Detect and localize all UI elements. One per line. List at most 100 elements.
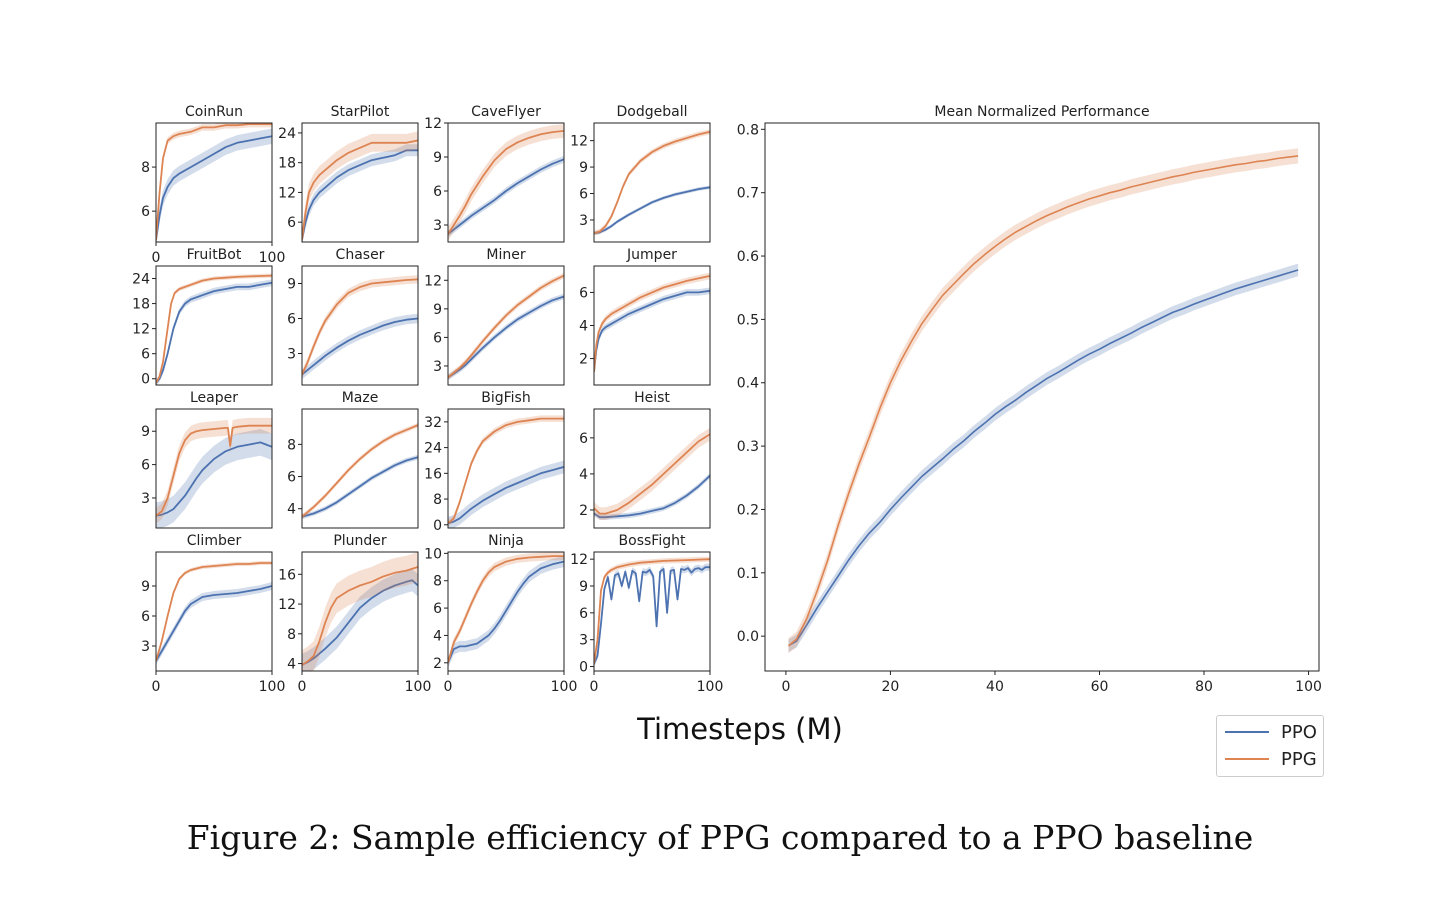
y-tick-label: 6 <box>433 601 442 617</box>
plot-frame <box>764 122 1320 672</box>
line-ppg <box>448 417 564 524</box>
chart-coinrun: CoinRun 6 8 0 100 <box>141 104 285 266</box>
series-ppo <box>302 454 418 520</box>
confidence-band-ppg <box>594 427 710 520</box>
y-tick-label: 3 <box>141 639 150 655</box>
y-tick-label: 4 <box>579 467 588 483</box>
y-tick-label: 3 <box>579 633 588 649</box>
x-tick-label: 80 <box>1195 679 1213 695</box>
plot-frame <box>155 122 273 243</box>
series-ppg <box>594 427 710 520</box>
chart-title: Miner <box>486 247 525 263</box>
confidence-band-ppg <box>448 124 564 241</box>
line-ppg <box>448 274 564 379</box>
line-ppg <box>594 558 710 664</box>
y-tick-label: 8 <box>287 627 296 643</box>
y-tick-label: 0.5 <box>737 312 759 328</box>
chart-climber: Climber 3 6 9 0 100 <box>141 533 285 695</box>
y-tick-label: 0 <box>433 518 442 534</box>
y-tick-label: 16 <box>278 567 296 583</box>
y-tick-label: 6 <box>433 330 442 346</box>
series-ppo <box>788 263 1299 652</box>
series-ppo <box>594 563 710 668</box>
chart-caveflyer: CaveFlyer 3 6 9 12 <box>424 104 565 243</box>
legend-label-ppg: PPG <box>1281 748 1317 770</box>
series-ppo <box>302 144 418 242</box>
line-ppg <box>302 566 418 666</box>
y-tick-label: 6 <box>287 312 296 328</box>
chart-title: Heist <box>634 390 670 406</box>
x-tick-label: 0 <box>781 679 790 695</box>
series-ppo <box>448 460 564 528</box>
y-tick-label: 24 <box>278 126 296 142</box>
chart-plunder: Plunder 4 8 12 16 0 100 <box>278 533 431 695</box>
x-tick-label: 0 <box>444 679 453 695</box>
y-tick-label: 0.2 <box>737 502 759 518</box>
chart-dodgeball: Dodgeball 3 6 9 12 <box>570 104 711 243</box>
chart-heist: Heist 2 4 6 <box>579 390 711 529</box>
series-ppg <box>156 561 272 663</box>
series-ppo <box>302 569 418 671</box>
y-tick-label: 6 <box>579 285 588 301</box>
y-tick-label: 9 <box>579 160 588 176</box>
plot-frame <box>593 122 711 243</box>
line-ppg <box>302 278 418 375</box>
series-ppg <box>156 273 272 385</box>
y-tick-label: 18 <box>132 297 150 313</box>
line-ppo <box>448 295 564 379</box>
y-tick-label: 0.8 <box>737 122 759 138</box>
plot-frame <box>155 551 273 672</box>
y-tick-label: 12 <box>424 116 442 132</box>
line-ppg <box>594 275 710 372</box>
chart-title: FruitBot <box>187 247 242 263</box>
series-ppo <box>448 155 564 238</box>
y-tick-label: 9 <box>287 277 296 293</box>
series-ppo <box>156 128 272 242</box>
line-ppo <box>594 289 710 372</box>
chart-maze: Maze 4 6 8 <box>287 390 419 529</box>
line-ppo <box>302 149 418 240</box>
chart-starpilot: StarPilot 6 12 18 24 <box>278 104 419 243</box>
y-tick-label: 8 <box>433 492 442 508</box>
chart-chaser: Chaser 3 6 9 <box>287 247 419 386</box>
figure-caption: Figure 2: Sample efficiency of PPG compa… <box>186 818 1254 857</box>
series-ppg <box>302 552 418 671</box>
line-ppo <box>156 441 272 517</box>
plot-frame <box>593 408 711 529</box>
y-tick-label: 4 <box>579 319 588 335</box>
series-ppo <box>448 293 564 381</box>
series-ppo <box>594 185 710 235</box>
x-tick-label: 100 <box>551 679 578 695</box>
y-tick-label: 6 <box>141 204 150 220</box>
line-ppg <box>594 130 710 235</box>
series-ppo <box>594 473 710 520</box>
line-ppo <box>594 566 710 665</box>
plot-frame <box>447 551 565 672</box>
plot-frame <box>301 408 419 529</box>
line-ppg <box>156 424 272 517</box>
chart-bigfish: BigFish 0 8 16 24 32 <box>424 390 565 534</box>
line-ppg <box>594 433 710 515</box>
confidence-band-ppg <box>448 272 564 381</box>
y-tick-label: 10 <box>424 546 442 562</box>
y-tick-label: 9 <box>433 150 442 166</box>
chart-title: Dodgeball <box>617 104 688 120</box>
legend-line-ppo <box>1225 731 1269 733</box>
confidence-band-ppg <box>788 148 1299 654</box>
chart-title: Chaser <box>336 247 385 263</box>
chart-title: Jumper <box>626 247 677 263</box>
legend-item-ppg: PPG <box>1225 748 1317 770</box>
y-tick-label: 3 <box>287 347 296 363</box>
line-ppg <box>787 155 1299 647</box>
line-ppg <box>448 555 564 664</box>
chart-leaper: Leaper 3 6 9 <box>141 390 273 529</box>
plot-frame <box>447 408 565 529</box>
x-tick-label: 100 <box>697 679 724 695</box>
chart-title: Mean Normalized Performance <box>934 104 1149 120</box>
series-ppg <box>302 422 418 520</box>
x-tick-label: 100 <box>259 679 286 695</box>
y-tick-label: 0 <box>141 372 150 388</box>
line-ppo <box>594 475 710 519</box>
